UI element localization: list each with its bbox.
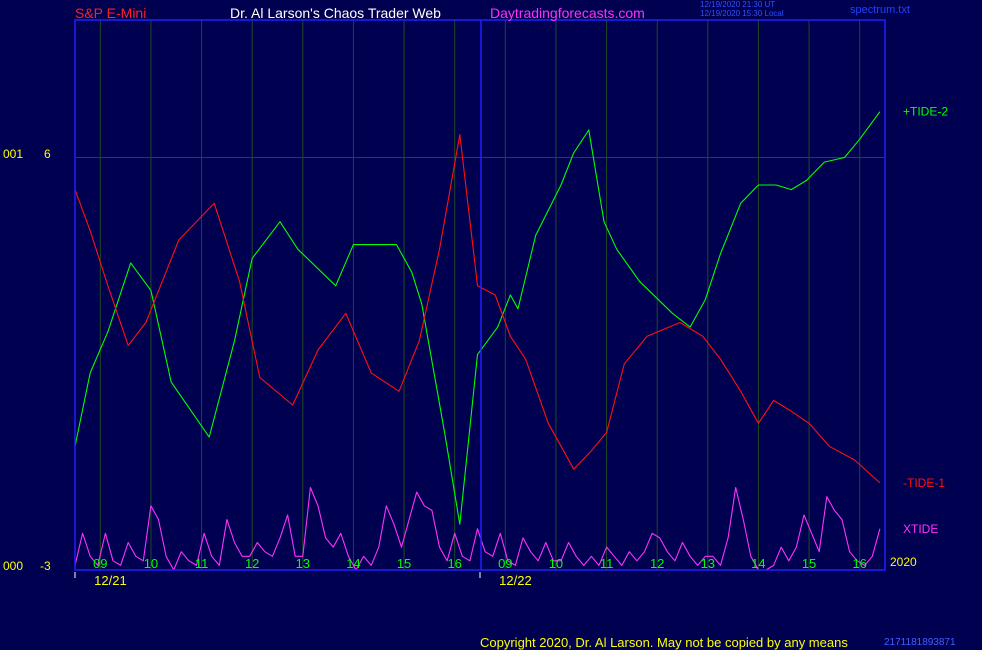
hour-tick-label: 09 <box>498 556 512 571</box>
series-line-tide-2 <box>74 111 881 525</box>
hour-tick-label: 15 <box>397 556 411 571</box>
hour-tick-label: 12 <box>650 556 664 571</box>
hour-tick-label: 10 <box>549 556 563 571</box>
footer-code: 2171181893871 <box>884 637 956 648</box>
y-label-lower: -3 <box>40 559 51 573</box>
hour-tick-label: 09 <box>93 556 107 571</box>
chart-grid <box>75 20 885 570</box>
site-link[interactable]: Daytradingforecasts.com <box>490 5 645 21</box>
y-label-upper: 6 <box>44 147 51 161</box>
y-label-lower-prefix: 000 <box>3 559 24 573</box>
symbol-label: S&P E-Mini <box>75 5 147 21</box>
year-label: 2020 <box>890 555 917 569</box>
hour-tick-label: 11 <box>195 556 209 571</box>
hour-tick-label: 14 <box>346 556 360 571</box>
plot-frame <box>74 19 886 571</box>
timestamp-ut: 12/19/2020 21:30 UT <box>700 0 776 9</box>
series-label: +TIDE-2 <box>903 105 948 119</box>
series-label: XTIDE <box>903 522 938 536</box>
hour-tick-label: 16 <box>852 556 866 571</box>
series-line-tide-1 <box>74 134 881 484</box>
hour-tick-label: 10 <box>144 556 158 571</box>
y-label-upper-prefix: 001 <box>3 147 24 161</box>
copyright-notice: Copyright 2020, Dr. Al Larson. May not b… <box>480 635 848 650</box>
page-title: Dr. Al Larson's Chaos Trader Web <box>230 5 441 21</box>
hour-tick-label: 16 <box>447 556 461 571</box>
series-labels: +TIDE-2 -TIDE-1 XTIDE <box>903 105 948 536</box>
x-axis-labels: 09 10 11 12 13 14 15 16 09 10 11 12 13 14 15 16 12/21 12/… <box>74 556 867 588</box>
date-tick-label: 12/22 <box>499 573 532 588</box>
date-tick-label: 12/21 <box>94 573 127 588</box>
data-file-label: spectrum.txt <box>850 4 910 16</box>
hour-tick-label: 14 <box>751 556 765 571</box>
hour-tick-label: 11 <box>600 556 614 571</box>
hour-tick-label: 13 <box>701 556 715 571</box>
hour-tick-label: 15 <box>802 556 816 571</box>
series-line-xtide <box>74 486 881 571</box>
hour-tick-label: 12 <box>245 556 259 571</box>
series-label: -TIDE-1 <box>903 476 945 490</box>
chart-series <box>74 111 881 571</box>
timestamp-local: 12/19/2020 15:30 Local <box>700 9 784 18</box>
hour-tick-label: 13 <box>296 556 310 571</box>
